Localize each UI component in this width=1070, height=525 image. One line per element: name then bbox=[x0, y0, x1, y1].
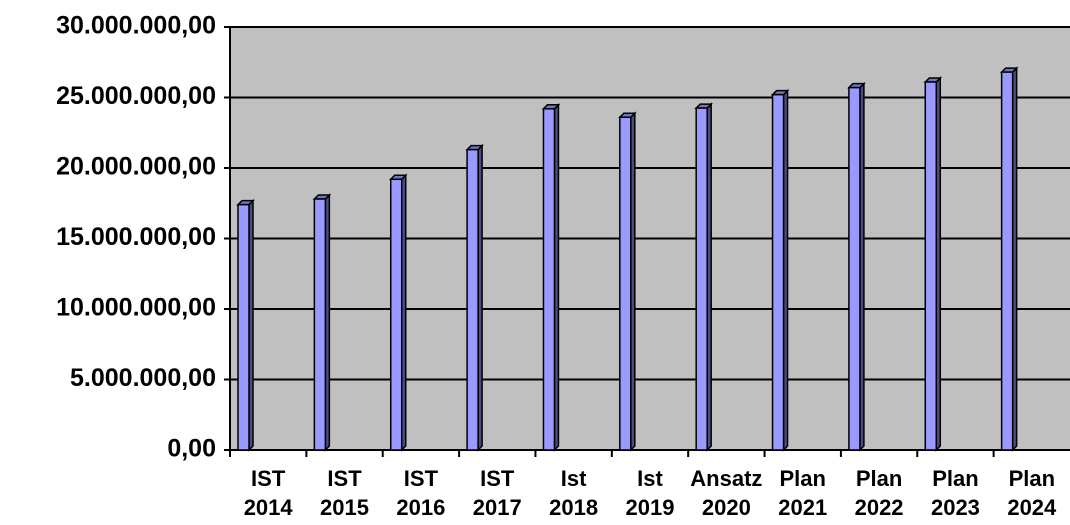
bar-face bbox=[619, 116, 632, 451]
bar-face bbox=[924, 81, 938, 451]
y-tick-label: 15.000.000,00 bbox=[56, 223, 216, 251]
bar bbox=[465, 143, 484, 452]
bar bbox=[236, 198, 255, 452]
bar bbox=[618, 111, 637, 452]
x-tick-label: Plan 2021 bbox=[778, 466, 828, 520]
bar bbox=[999, 66, 1019, 452]
bar-face bbox=[695, 107, 708, 451]
bar-face bbox=[771, 93, 785, 451]
x-tick-label: Ansatz 2020 bbox=[690, 466, 763, 520]
bar bbox=[694, 102, 713, 452]
y-tick-label: 5.000.000,00 bbox=[70, 364, 216, 392]
x-tick-label: IST 2016 bbox=[396, 466, 446, 520]
x-tick-label: IST 2014 bbox=[243, 466, 293, 520]
bar-face bbox=[542, 108, 556, 451]
bar-face bbox=[848, 86, 861, 451]
bar bbox=[923, 76, 943, 452]
x-tick-label: Ist 2018 bbox=[549, 466, 599, 520]
x-tick-label: Plan 2023 bbox=[930, 466, 980, 520]
bar-face bbox=[313, 198, 327, 451]
bar bbox=[541, 102, 561, 452]
x-tick-label: Plan 2022 bbox=[854, 466, 904, 520]
x-tick-label: IST 2015 bbox=[320, 466, 369, 520]
bar-face bbox=[237, 203, 250, 451]
x-tick-label: Plan 2024 bbox=[1007, 466, 1057, 520]
bar-face bbox=[466, 148, 479, 451]
bar bbox=[312, 193, 332, 452]
y-tick-label: 10.000.000,00 bbox=[56, 294, 216, 322]
y-tick-label: 20.000.000,00 bbox=[56, 153, 216, 181]
y-tick-label: 0,00 bbox=[167, 435, 216, 463]
y-tick-label: 25.000.000,00 bbox=[56, 82, 216, 110]
bar bbox=[388, 173, 408, 452]
x-tick-label: IST 2017 bbox=[472, 466, 522, 520]
bar bbox=[847, 81, 866, 452]
x-tick-label: Ist 2019 bbox=[625, 466, 675, 520]
y-tick-label: 30.000.000,00 bbox=[56, 12, 216, 40]
bar bbox=[770, 88, 790, 452]
bar-face bbox=[389, 178, 403, 451]
bar-face bbox=[1000, 71, 1014, 451]
